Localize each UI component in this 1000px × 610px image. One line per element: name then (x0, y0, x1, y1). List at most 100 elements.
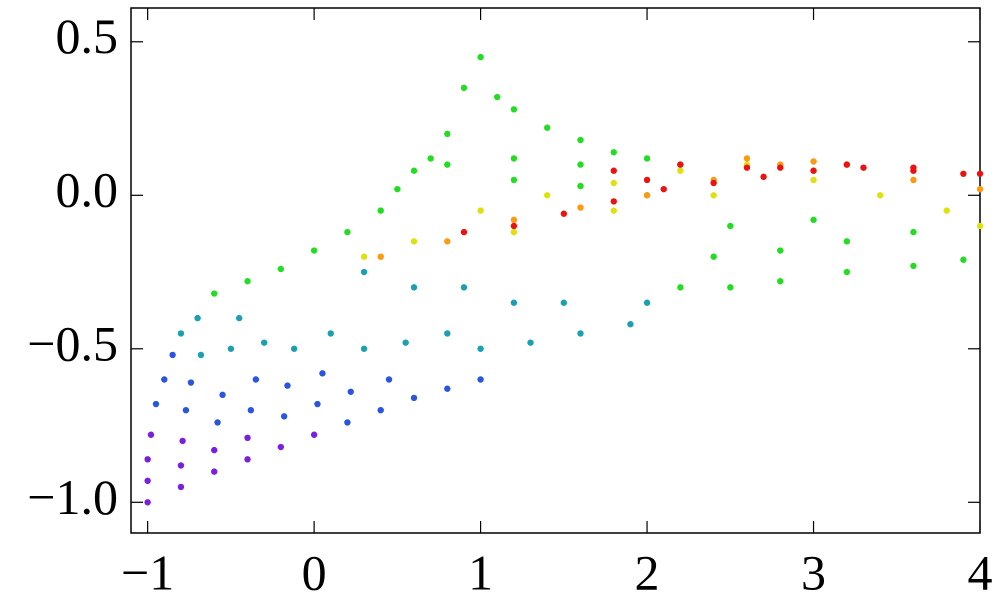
point (310, 431, 318, 438)
point (344, 419, 351, 426)
point (244, 456, 251, 463)
point (510, 216, 518, 224)
point (810, 216, 817, 224)
point (444, 330, 451, 337)
point (277, 265, 285, 273)
point (444, 385, 451, 392)
point (577, 182, 584, 190)
point (284, 382, 291, 389)
point (227, 345, 235, 352)
point (643, 192, 651, 199)
point (843, 161, 851, 168)
point (477, 53, 484, 61)
point (260, 339, 268, 346)
point (577, 136, 584, 144)
x-tick-label: 4 (968, 544, 993, 600)
point (610, 149, 617, 156)
point (843, 238, 851, 245)
point (197, 351, 205, 359)
point (510, 222, 518, 230)
point (610, 198, 617, 205)
point (627, 321, 634, 328)
point (187, 379, 195, 386)
point (876, 192, 884, 199)
point (510, 299, 518, 306)
point (280, 413, 288, 420)
point (494, 93, 501, 101)
point (543, 124, 551, 131)
point (577, 204, 584, 211)
point (777, 164, 784, 171)
point (169, 351, 176, 359)
point (144, 456, 151, 463)
point (444, 130, 451, 138)
y-tick-label: −1.0 (27, 469, 118, 525)
plot-frame (130, 7, 981, 534)
point (360, 253, 368, 260)
x-tick-label: 0 (302, 544, 327, 600)
point (743, 155, 751, 162)
point (910, 176, 917, 184)
point (427, 155, 434, 162)
point (194, 314, 201, 322)
point (360, 345, 368, 352)
point (777, 278, 784, 285)
point (161, 376, 168, 383)
point (610, 207, 617, 214)
point (460, 284, 468, 291)
point (177, 483, 185, 491)
point (314, 400, 321, 408)
y-tick-label: −0.5 (27, 315, 118, 371)
point (843, 268, 851, 276)
point (510, 176, 518, 184)
point (214, 419, 221, 426)
point (211, 290, 218, 297)
point (152, 400, 160, 408)
point (385, 376, 393, 383)
point (177, 462, 185, 469)
point (410, 238, 418, 245)
point (727, 284, 734, 291)
point (760, 173, 767, 181)
point (144, 499, 151, 506)
point (577, 161, 584, 168)
point (410, 394, 418, 402)
point (147, 431, 155, 438)
point (810, 158, 817, 165)
point (377, 406, 384, 414)
point (477, 345, 484, 352)
point (177, 330, 185, 337)
point (910, 164, 917, 171)
point (643, 299, 651, 306)
x-tick-label: −1 (121, 544, 174, 600)
point (976, 170, 984, 177)
point (290, 345, 298, 352)
point (860, 164, 867, 171)
x-tick-label: 2 (635, 544, 660, 600)
point (211, 468, 218, 475)
point (976, 185, 984, 193)
point (410, 284, 418, 291)
point (677, 167, 684, 174)
point (910, 228, 917, 236)
point (410, 167, 418, 174)
point (377, 253, 384, 260)
point (710, 179, 717, 187)
point (960, 170, 967, 177)
point (360, 268, 368, 276)
point (510, 155, 518, 162)
point (277, 443, 285, 451)
point (527, 339, 534, 346)
point (727, 222, 734, 230)
point (610, 179, 617, 187)
point (976, 222, 984, 230)
point (219, 391, 226, 399)
point (710, 192, 717, 199)
point (577, 330, 584, 337)
x-tick-label: 1 (468, 544, 493, 600)
y-tick-label: 0.5 (56, 8, 119, 64)
point (660, 185, 667, 193)
point (460, 84, 468, 92)
point (252, 376, 260, 383)
point (310, 247, 318, 254)
